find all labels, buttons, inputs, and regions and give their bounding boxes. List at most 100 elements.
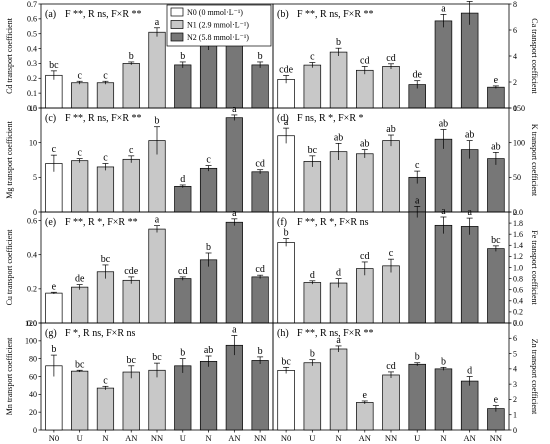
bar xyxy=(148,31,166,109)
y-tick-label: 100 xyxy=(25,337,37,346)
y-axis-ticks: 0.0 0.2 0.4 0.6 0.8 1.0 1.2 1.4 1.6 1.8 2.0 xyxy=(509,208,523,328)
x-category-label: N xyxy=(335,433,341,443)
stats-text: F **, R ns, F×R ** xyxy=(65,113,142,124)
y-tick-label: 0.1 xyxy=(27,89,37,98)
bar xyxy=(434,20,453,109)
bar xyxy=(277,242,295,324)
significance-letter: cd xyxy=(178,266,187,277)
significance-letter: c xyxy=(52,144,57,155)
y-axis-title: Cu transport coefficient xyxy=(5,229,14,306)
significance-letter: a xyxy=(467,0,472,1)
panel-label: (g) xyxy=(45,328,57,339)
significance-letter: b xyxy=(284,228,289,239)
significance-letter: cd xyxy=(386,361,395,372)
significance-letter: c xyxy=(103,152,108,163)
significance-letter: d xyxy=(336,268,341,279)
significance-letter: ab xyxy=(439,118,448,129)
y-axis-ticks: 0 50 100 150 xyxy=(509,104,525,217)
legend-swatch xyxy=(170,7,184,17)
x-category-label: U xyxy=(414,433,420,443)
bar xyxy=(408,363,426,431)
significance-letter: b xyxy=(180,51,185,62)
y-tick-label: 0.0 xyxy=(27,319,37,328)
y-tick-label: 1.4 xyxy=(513,241,523,250)
bar xyxy=(148,228,166,324)
y-axis-ticks: 0 2 4 6 8 xyxy=(509,0,517,113)
y-tick-label: 50 xyxy=(513,173,521,182)
significance-letter: bc xyxy=(101,254,111,265)
y-tick-label: 0 xyxy=(513,208,517,217)
significance-letter: b xyxy=(180,348,185,359)
y-tick-label: 8 xyxy=(513,0,517,9)
bar xyxy=(487,158,505,213)
y-tick-label: 0.4 xyxy=(27,44,37,53)
bar xyxy=(199,40,218,109)
stats-text: F ns, R *, F×R * xyxy=(297,113,364,124)
bar xyxy=(71,370,89,431)
bar xyxy=(303,282,322,324)
significance-letter: d xyxy=(467,366,472,377)
bar xyxy=(199,360,218,431)
bar xyxy=(122,371,140,431)
y-axis-ticks: 0 1 2 3 4 5 6 7 xyxy=(509,319,517,435)
y-tick-label: 0.4 xyxy=(27,250,37,259)
y-tick-label: 0.3 xyxy=(27,59,37,68)
y-tick-label: 0.6 xyxy=(27,216,37,225)
y-tick-label: 80 xyxy=(29,354,37,363)
bar xyxy=(225,117,243,213)
significance-letter: c xyxy=(310,52,315,63)
bar xyxy=(174,185,192,213)
significance-letter: b xyxy=(441,356,446,367)
bar xyxy=(460,149,479,213)
significance-letter: c xyxy=(77,70,82,81)
legend-swatch xyxy=(170,20,184,29)
significance-letter: c xyxy=(206,155,211,166)
significance-letter: cde xyxy=(279,65,293,76)
bar xyxy=(434,368,453,431)
panel-g: 0 20 40 60 80 100 120 Mn transport coefficient b… xyxy=(5,319,274,443)
bar xyxy=(382,66,400,109)
significance-letter: bc xyxy=(49,60,59,71)
significance-letter: bc xyxy=(491,235,501,246)
y-tick-label: 4 xyxy=(513,52,517,61)
bar xyxy=(329,51,348,109)
bar xyxy=(71,82,89,109)
significance-letter: cd xyxy=(386,53,395,64)
y-tick-label: 2 xyxy=(513,78,517,87)
legend-label: N1 (2.9 mmol·L⁻¹) xyxy=(187,21,249,30)
bar xyxy=(251,171,269,213)
panel-label: (a) xyxy=(45,9,56,20)
significance-letter: cde xyxy=(124,266,138,277)
x-category-label: AN xyxy=(125,433,137,443)
x-category-label: N0 xyxy=(281,433,291,443)
y-tick-label: 15 xyxy=(29,104,37,113)
bar xyxy=(382,265,400,324)
significance-letter: a xyxy=(441,3,446,14)
y-tick-label: 0 xyxy=(33,208,37,217)
legend: N0 (0 mmol·L⁻¹) N1 (2.9 mmol·L⁻¹) N2 (5.8 … xyxy=(166,4,272,47)
legend-label: N2 (5.8 mmol·L⁻¹) xyxy=(187,33,249,42)
bar xyxy=(96,271,115,324)
bar xyxy=(277,79,295,109)
y-tick-label: 1.6 xyxy=(513,230,523,239)
significance-letter: b xyxy=(415,352,420,363)
bar xyxy=(225,221,243,324)
y-tick-label: 0.2 xyxy=(513,308,523,317)
y-tick-label: 3 xyxy=(513,380,517,389)
significance-letter: bc xyxy=(308,145,318,156)
y-axis-title: Cd transport coefficient xyxy=(5,17,14,94)
significance-letter: a xyxy=(415,195,420,206)
legend-swatch xyxy=(170,32,184,42)
significance-letter: a xyxy=(232,104,237,115)
significance-letter: cd xyxy=(360,55,369,66)
y-tick-label: 0.0 xyxy=(513,319,523,328)
bar xyxy=(329,282,348,324)
panel-label: (h) xyxy=(277,328,289,339)
y-tick-label: 2.0 xyxy=(513,208,523,217)
bar xyxy=(303,161,322,213)
y-tick-label: 6 xyxy=(513,26,517,35)
x-category-label: NN xyxy=(254,433,266,443)
bar xyxy=(434,138,453,213)
